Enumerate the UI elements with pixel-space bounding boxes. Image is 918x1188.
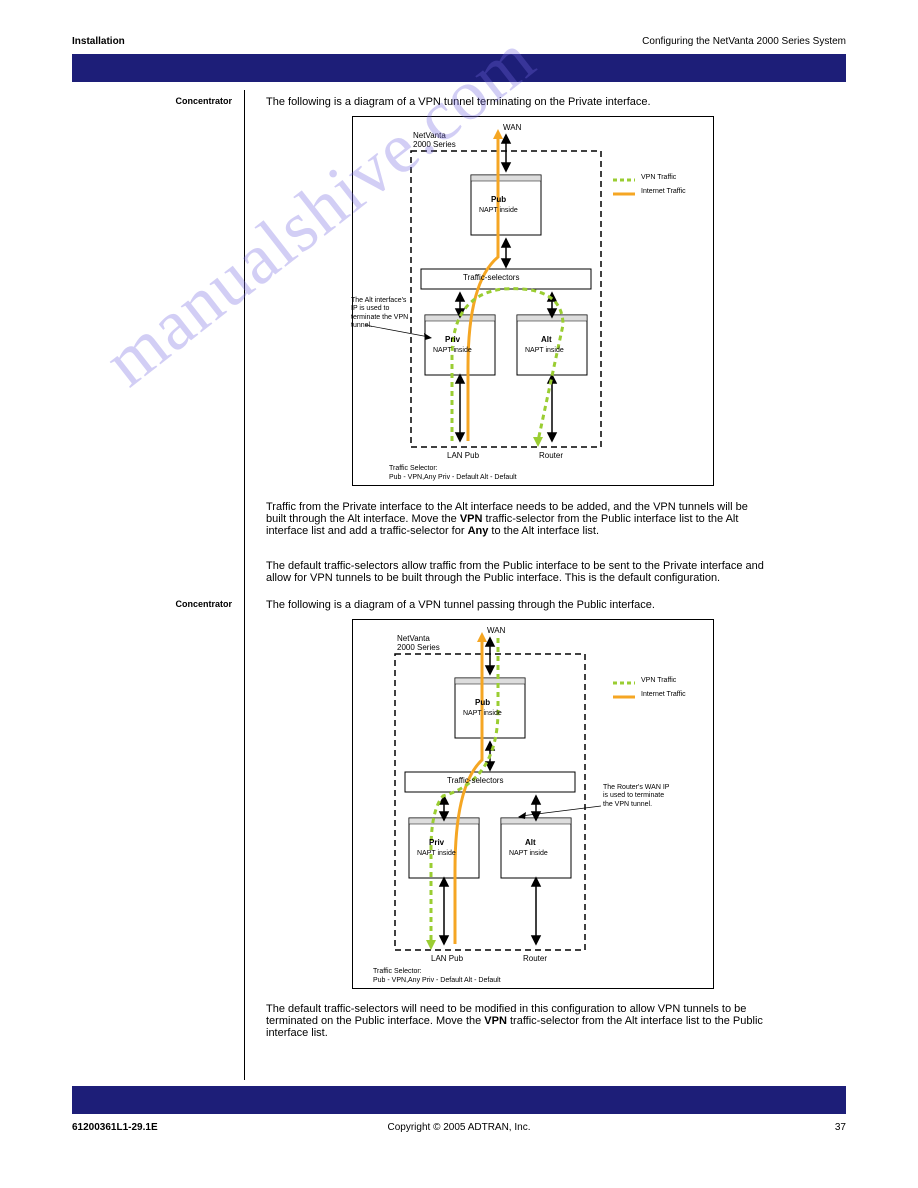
ts-vals-a: Pub - VPN,Any Priv - Default Alt - Defau… [389, 474, 517, 481]
alt-label-b: Alt [525, 838, 536, 847]
sidebar-label-b: Concentrator [72, 599, 232, 609]
below-a-l4: interface list and add a traffic-selecto… [266, 525, 465, 537]
wan-label-b: WAN [487, 626, 505, 635]
dashed-label-b2: 2000 Series [397, 643, 440, 652]
pub-label-a: Pub [491, 195, 506, 204]
legend-vpn-a: VPN Traffic [641, 174, 676, 181]
intro-b: The following is a diagram of a VPN tunn… [266, 599, 846, 611]
para-b-l4: interface list. [266, 1027, 328, 1039]
footer-page: 37 [835, 1122, 846, 1133]
pub-sub-a: NAPT inside [479, 207, 518, 214]
below-a-b1: VPN [460, 513, 483, 525]
alt-label-a: Alt [541, 335, 552, 344]
para-b: The default traffic-selectors will need … [266, 1003, 846, 1039]
annot-left-a: The Alt interface's IP is used to termin… [351, 297, 411, 331]
ts-a: Traffic Selector: [389, 465, 438, 472]
lan-a: LAN Pub [447, 451, 479, 460]
priv-sub-a: NAPT inside [433, 347, 472, 354]
priv-label-a: Priv [445, 335, 460, 344]
para-b-l2: terminated on the Public interface. Move… [266, 1015, 481, 1027]
legend-vpn-b: VPN Traffic [641, 677, 676, 684]
para-b-l3: traffic-selector from the Alt interface … [510, 1015, 763, 1027]
footer-copyright: Copyright © 2005 ADTRAN, Inc. [0, 1122, 918, 1133]
pub-sub-b: NAPT inside [463, 710, 502, 717]
priv-label-b: Priv [429, 838, 444, 847]
lan-b: LAN Pub [431, 954, 463, 963]
figure-b: WAN NetVanta 2000 Series Pub NAPT inside… [352, 619, 714, 989]
legend-inet-a: Internet Traffic [641, 188, 686, 195]
below-a-l3: traffic-selector from the Public interfa… [486, 513, 739, 525]
annot-right-b: The Router's WAN IP is used to terminate… [603, 784, 673, 809]
below-a-b2: Any [468, 525, 489, 537]
para-a: The default traffic-selectors allow traf… [266, 560, 846, 584]
header-section: Installation [72, 36, 125, 47]
alt-sub-b: NAPT inside [509, 850, 548, 857]
alt-sub-a: NAPT inside [525, 347, 564, 354]
legend-inet-b: Internet Traffic [641, 691, 686, 698]
dashed-label-a2: 2000 Series [413, 140, 456, 149]
para-a-l2: allow for VPN tunnels to be built throug… [266, 572, 720, 584]
priv-sub-b: NAPT inside [417, 850, 456, 857]
header-title: Configuring the NetVanta 2000 Series Sys… [642, 36, 846, 47]
dashed-label-a1: NetVanta [413, 131, 446, 140]
dashed-label-b1: NetVanta [397, 634, 430, 643]
selector-a: Traffic-selectors [463, 273, 519, 282]
intro-a: The following is a diagram of a VPN tunn… [266, 96, 846, 108]
below-a: Traffic from the Private interface to th… [266, 501, 846, 537]
figure-a: WAN NetVanta 2000 Series Pub NAPT inside… [352, 116, 714, 486]
sidebar-separator [244, 90, 245, 1080]
bottom-bar [72, 1086, 846, 1114]
para-b-bold: VPN [484, 1015, 507, 1027]
top-bar [72, 54, 846, 82]
para-b-l1: The default traffic-selectors will need … [266, 1003, 746, 1015]
ts-vals-b: Pub - VPN,Any Priv - Default Alt - Defau… [373, 977, 501, 984]
ts-b: Traffic Selector: [373, 968, 422, 975]
below-a-l2: built through the Alt interface. Move th… [266, 513, 457, 525]
below-a-l1: Traffic from the Private interface to th… [266, 501, 748, 513]
below-a-l5: to the Alt interface list. [491, 525, 599, 537]
router-b: Router [523, 954, 547, 963]
sidebar-label-a: Concentrator [72, 96, 232, 106]
pub-label-b: Pub [475, 698, 490, 707]
wan-label-a: WAN [503, 123, 521, 132]
router-a: Router [539, 451, 563, 460]
selector-b: Traffic-selectors [447, 776, 503, 785]
para-a-l1: The default traffic-selectors allow traf… [266, 560, 764, 572]
